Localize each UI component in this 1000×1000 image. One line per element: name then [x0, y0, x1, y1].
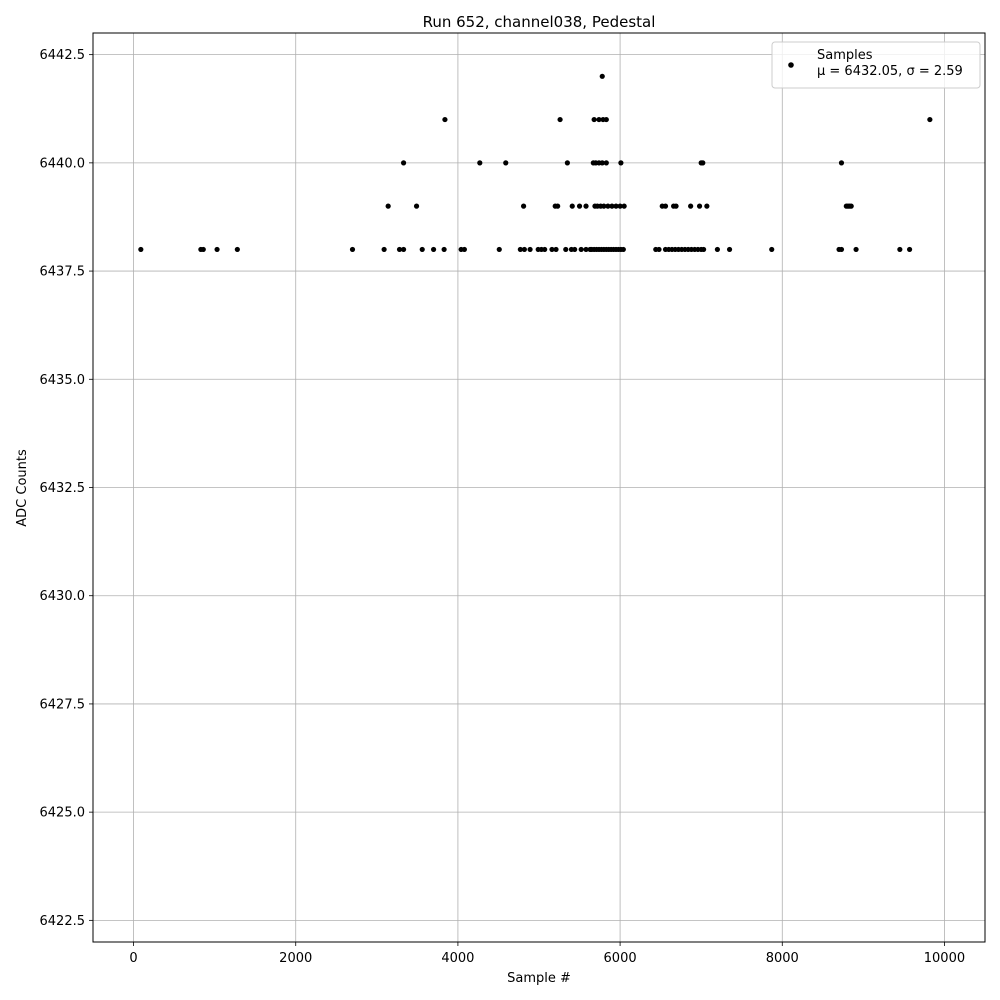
- data-point: [618, 160, 624, 166]
- data-point: [520, 203, 527, 209]
- data-point: [517, 246, 523, 253]
- data-point: [601, 203, 607, 209]
- data-point: [400, 246, 407, 253]
- data-points: [138, 73, 933, 253]
- y-tick-label: 6425.0: [40, 806, 86, 821]
- data-point: [662, 203, 669, 209]
- data-point: [521, 246, 528, 253]
- y-axis-label: ADC Counts: [15, 449, 30, 527]
- data-point: [385, 203, 391, 209]
- data-point: [906, 246, 913, 253]
- data-point: [596, 116, 602, 123]
- data-point: [603, 160, 609, 166]
- data-point: [413, 203, 420, 209]
- data-point: [688, 203, 694, 209]
- data-point: [349, 246, 356, 253]
- data-point: [897, 246, 903, 253]
- data-point: [477, 160, 483, 166]
- data-point: [430, 246, 437, 253]
- legend-marker: [788, 62, 794, 68]
- chart-title: Run 652, channel038, Pedestal: [423, 13, 656, 31]
- data-point: [599, 160, 605, 166]
- y-tick-label: 6432.5: [40, 481, 86, 496]
- data-point: [609, 203, 615, 209]
- data-point: [542, 246, 548, 253]
- data-point: [603, 116, 609, 123]
- data-point: [563, 246, 569, 253]
- data-point: [200, 246, 206, 253]
- data-point: [381, 246, 387, 253]
- data-point: [848, 203, 854, 209]
- data-point: [838, 246, 845, 253]
- data-point: [564, 160, 570, 166]
- data-point: [599, 73, 605, 79]
- x-tick-label: 0: [129, 951, 137, 966]
- data-point: [769, 246, 775, 253]
- y-tick-label: 6427.5: [40, 697, 86, 712]
- data-point: [927, 116, 933, 123]
- data-point: [549, 246, 555, 253]
- data-point: [557, 116, 563, 123]
- data-point: [569, 203, 575, 209]
- data-point: [442, 116, 448, 123]
- data-point: [583, 246, 589, 253]
- data-point: [496, 246, 502, 253]
- data-point: [503, 160, 509, 166]
- data-point: [441, 246, 447, 253]
- data-point: [234, 246, 240, 253]
- legend-stats: μ = 6432.05, σ = 2.59: [817, 64, 963, 79]
- data-point: [714, 246, 721, 253]
- data-point: [620, 246, 626, 253]
- data-point: [617, 203, 623, 209]
- x-axis-ticks: 0 2000 4000 6000 8000 10000: [129, 942, 965, 966]
- data-point: [572, 246, 578, 253]
- y-tick-label: 6422.5: [40, 914, 86, 929]
- data-point: [138, 246, 144, 253]
- data-point: [461, 246, 467, 253]
- data-point: [583, 203, 589, 209]
- data-point: [838, 160, 845, 166]
- legend-box: [771, 41, 981, 89]
- data-point: [578, 246, 584, 253]
- x-tick-label: 8000: [766, 951, 799, 966]
- x-tick-label: 4000: [441, 951, 474, 966]
- legend-label: Samples: [817, 48, 873, 63]
- data-point: [701, 246, 707, 253]
- y-tick-label: 6440.0: [40, 156, 86, 171]
- y-tick-label: 6430.0: [40, 589, 86, 604]
- x-tick-label: 2000: [279, 951, 312, 966]
- data-point: [656, 246, 662, 253]
- x-tick-label: 6000: [604, 951, 637, 966]
- data-point: [613, 203, 619, 209]
- y-axis-ticks: 6422.5 6425.0 6427.5 6430.0 6432.5 6435.0 6437…: [40, 48, 93, 929]
- data-point: [704, 203, 710, 209]
- data-point: [555, 203, 561, 209]
- grid-lines: [93, 33, 985, 942]
- data-point: [419, 246, 425, 253]
- data-point: [853, 246, 859, 253]
- data-point: [396, 246, 403, 253]
- data-point: [696, 203, 703, 209]
- data-point: [605, 203, 611, 209]
- data-point: [591, 116, 597, 123]
- x-axis-label: Sample #: [507, 971, 571, 986]
- y-tick-label: 6437.5: [40, 265, 86, 280]
- data-point: [726, 246, 733, 253]
- data-point: [673, 203, 679, 209]
- data-point: [214, 246, 220, 253]
- data-point: [400, 160, 407, 166]
- legend: Samples μ = 6432.05, σ = 2.59: [771, 41, 981, 89]
- data-point: [527, 246, 533, 253]
- data-point: [700, 160, 706, 166]
- data-point: [621, 203, 627, 209]
- data-point: [553, 246, 559, 253]
- y-tick-label: 6442.5: [40, 48, 86, 63]
- y-tick-label: 6435.0: [40, 373, 86, 388]
- x-tick-label: 10000: [924, 951, 965, 966]
- data-point: [576, 203, 583, 209]
